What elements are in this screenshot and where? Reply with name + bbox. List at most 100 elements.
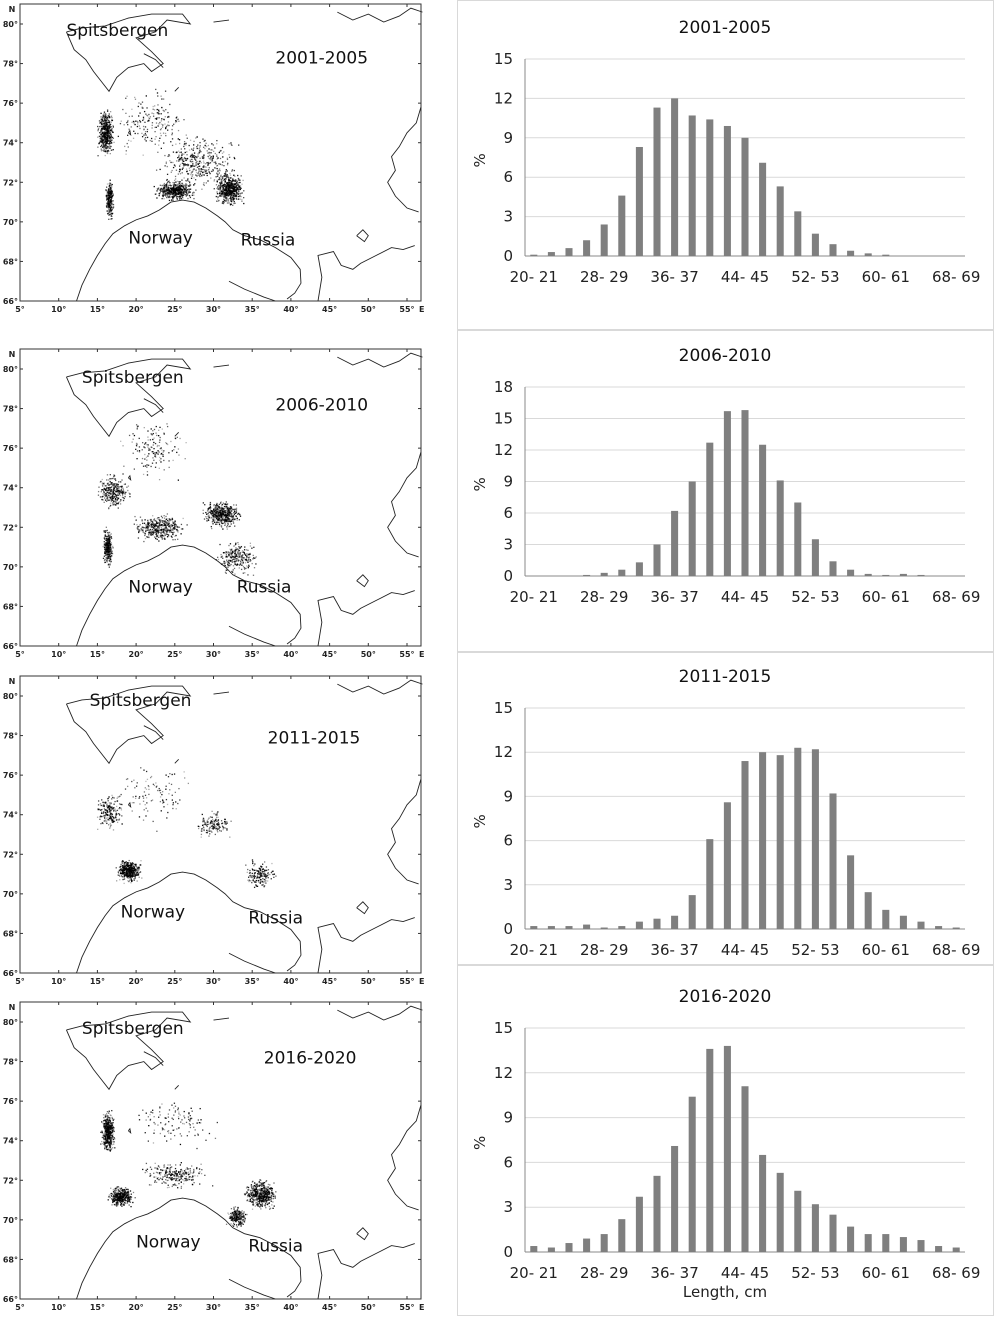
lon-tick-label: 35° [245,650,260,659]
norway-label: Norway [128,229,193,249]
bar-32-33 [636,562,643,576]
lat-tick-label: 76° [3,444,18,453]
y-tick-label: 6 [503,1153,513,1171]
lon-tick-label: 45° [322,650,337,659]
lat-tick-label: 78° [3,60,18,69]
x-tick-label: 28- 29 [580,268,628,286]
lon-tick-label: 20° [129,1303,144,1312]
bar-34-35 [653,919,660,929]
lon-tick-label: 30° [206,305,221,314]
x-tick-label: 36- 37 [650,268,698,286]
lon-tick-label: 5° [15,650,25,659]
y-tick-label: 9 [503,787,513,805]
bar-54-55 [829,793,836,929]
russia-label: Russia [248,909,303,929]
bar-60-61 [882,255,889,256]
lon-tick-label: 50° [361,977,376,986]
lon-tick-label: 10° [51,650,66,659]
bar-48-49 [777,480,784,576]
norway-label: Norway [136,1233,201,1253]
bar-30-31 [618,1219,625,1252]
lat-tick-label: 80° [3,365,18,374]
lon-tick-label: 10° [51,977,66,986]
lat-tick-label: 68° [3,602,18,611]
x-tick-label: 68- 69 [932,1264,980,1282]
chart-title: 2016-2020 [679,987,772,1007]
lat-tick-label: 78° [3,1058,18,1067]
y-tick-label: 12 [494,743,513,761]
norway-label: Norway [128,578,193,598]
bar-50-51 [794,211,801,256]
lon-tick-label: 5° [15,305,25,314]
period-label: 2011-2015 [268,728,361,748]
lon-tick-label: 50° [361,1303,376,1312]
y-tick-label: 9 [503,473,513,491]
y-tick-label: 15 [494,410,513,428]
bar-66-67 [935,926,942,929]
lon-tick-label: 5° [15,977,25,986]
bar-28-29 [601,573,608,576]
y-tick-label: 0 [503,567,513,585]
x-tick-label: 44- 45 [721,268,769,286]
lat-tick-label: 72° [3,850,18,859]
y-axis-label: % [471,477,489,491]
x-tick-label: 52- 53 [791,268,839,286]
lat-tick-label: 80° [3,1018,18,1027]
bar-34-35 [653,1176,660,1252]
bar-54-55 [829,1215,836,1252]
bar-58-59 [865,574,872,576]
x-tick-label: 20- 21 [510,588,558,606]
period-label: 2016-2020 [264,1049,357,1069]
bar-52-53 [812,234,819,256]
lon-tick-label: 55° [399,1303,414,1312]
lat-tick-label: 74° [3,811,18,820]
lat-tick-label: 72° [3,523,18,532]
lat-tick-label: 70° [3,563,18,572]
bar-48-49 [777,186,784,256]
bar-64-65 [917,1240,924,1252]
bar-24-25 [565,248,572,256]
y-tick-label: 3 [503,1198,513,1216]
lon-tick-label: 40° [283,977,298,986]
lat-tick-label: 70° [3,890,18,899]
bar-40-41 [706,443,713,576]
y-tick-label: 15 [494,1019,513,1037]
bar-42-43 [724,802,731,929]
y-tick-label: 0 [503,247,513,265]
bar-56-57 [847,855,854,929]
bar-42-43 [724,1046,731,1252]
y-tick-label: 12 [494,1064,513,1082]
bar-38-39 [689,482,696,577]
bar-68-69 [953,928,960,929]
period-label: 2001-2005 [275,49,368,69]
north-label: N [9,1003,16,1012]
lon-tick-label: 40° [283,650,298,659]
x-tick-label: 28- 29 [580,588,628,606]
lon-tick-label: 50° [361,305,376,314]
north-label: N [9,5,16,14]
lat-tick-label: 74° [3,1137,18,1146]
lon-tick-label: 30° [206,1303,221,1312]
lat-tick-label: 74° [3,484,18,493]
bar-28-29 [601,1234,608,1252]
east-label: E [419,305,424,314]
lon-tick-label: 20° [129,977,144,986]
x-tick-label: 52- 53 [791,1264,839,1282]
lon-tick-label: 15° [90,650,105,659]
lon-tick-label: 45° [322,305,337,314]
lat-tick-label: 68° [3,929,18,938]
map-frame [20,676,421,973]
bar-26-27 [583,575,590,576]
lon-tick-label: 15° [90,977,105,986]
bar-62-63 [900,1237,907,1252]
bar-56-57 [847,570,854,576]
map-panel: 80°78°76°74°72°70°68°66°5°10°15°20°25°30… [0,345,440,665]
bar-36-37 [671,916,678,929]
map-panel: 80°78°76°74°72°70°68°66°5°10°15°20°25°30… [0,998,440,1318]
bar-60-61 [882,910,889,929]
x-tick-label: 60- 61 [862,941,910,959]
lat-tick-label: 72° [3,178,18,187]
bar-44-45 [741,410,748,576]
